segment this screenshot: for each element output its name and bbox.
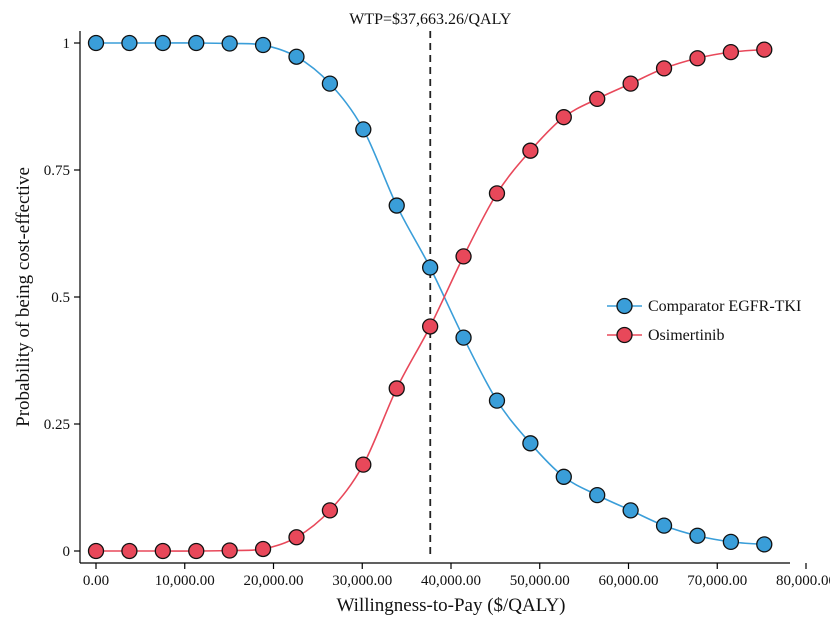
legend-label: Comparator EGFR-TKI — [648, 298, 801, 315]
data-point — [254, 36, 272, 54]
y-ticks: 0 0.25 0.5 0.75 1 — [44, 36, 80, 560]
data-point — [355, 121, 372, 138]
data-point — [355, 456, 372, 473]
y-tick-label: 0.75 — [44, 163, 70, 179]
data-point — [455, 329, 472, 346]
y-tick-label: 1 — [63, 36, 71, 52]
data-point — [154, 542, 171, 560]
axes: 0 0.25 0.5 0.75 1 0.00 10,000.00 20,000.00 30,0… — [44, 31, 830, 589]
x-tick-label: 80,000.00 — [776, 573, 830, 589]
data-point — [655, 517, 673, 534]
y-axis-title: Probability of being cost-effective — [13, 167, 34, 427]
data-point — [288, 48, 305, 65]
legend-label: Osimertinib — [648, 327, 724, 344]
data-point — [756, 536, 773, 553]
data-point — [221, 542, 238, 559]
data-point — [154, 34, 171, 52]
data-point — [488, 392, 506, 409]
data-point — [455, 248, 472, 265]
data-point — [221, 35, 238, 52]
data-point — [722, 533, 740, 551]
x-tick-label: 60,000.00 — [599, 573, 659, 589]
legend-marker — [616, 297, 633, 315]
x-ticks: 0.00 10,000.00 20,000.00 30,000.00 40,000.00… — [83, 563, 830, 589]
x-tick-label: 10,000.00 — [155, 573, 215, 589]
data-point — [388, 380, 405, 397]
x-tick-label: 30,000.00 — [332, 573, 392, 589]
data-point — [555, 109, 572, 126]
data-point — [388, 197, 405, 214]
legend-marker — [616, 326, 633, 344]
data-point — [522, 142, 539, 159]
data-point — [87, 542, 105, 560]
data-point — [321, 502, 339, 519]
data-point — [722, 43, 740, 61]
data-point — [121, 34, 138, 52]
data-point — [188, 542, 205, 560]
data-point — [421, 318, 439, 335]
data-point — [555, 468, 572, 485]
y-tick-label: 0 — [63, 544, 71, 560]
data-point — [87, 34, 105, 52]
data-point — [254, 540, 272, 558]
data-point — [288, 529, 305, 546]
data-point — [756, 41, 773, 58]
data-point — [589, 90, 606, 108]
data-point — [589, 486, 606, 504]
data-point — [188, 34, 205, 52]
data-point — [321, 75, 339, 92]
x-tick-label: 40,000.00 — [421, 573, 481, 589]
data-point — [655, 60, 673, 77]
wtp-annotation: WTP=$37,663.26/QALY — [349, 11, 512, 28]
data-point — [622, 502, 639, 519]
x-axis-title: Willingness-to-Pay ($/QALY) — [337, 595, 566, 616]
x-tick-label: 0.00 — [83, 573, 109, 589]
y-tick-label: 0.5 — [51, 290, 70, 306]
data-point — [488, 185, 506, 202]
data-point — [622, 75, 639, 92]
x-tick-label: 70,000.00 — [687, 573, 747, 589]
data-point — [689, 527, 706, 544]
y-tick-label: 0.25 — [44, 417, 70, 433]
x-tick-label: 20,000.00 — [244, 573, 304, 589]
data-point — [421, 259, 439, 276]
data-point — [522, 435, 539, 452]
series-layer — [87, 34, 773, 560]
data-point — [121, 542, 138, 560]
x-tick-label: 50,000.00 — [510, 573, 570, 589]
legend: Comparator EGFR-TKI Osimertinib — [607, 297, 801, 344]
data-point — [689, 50, 706, 67]
